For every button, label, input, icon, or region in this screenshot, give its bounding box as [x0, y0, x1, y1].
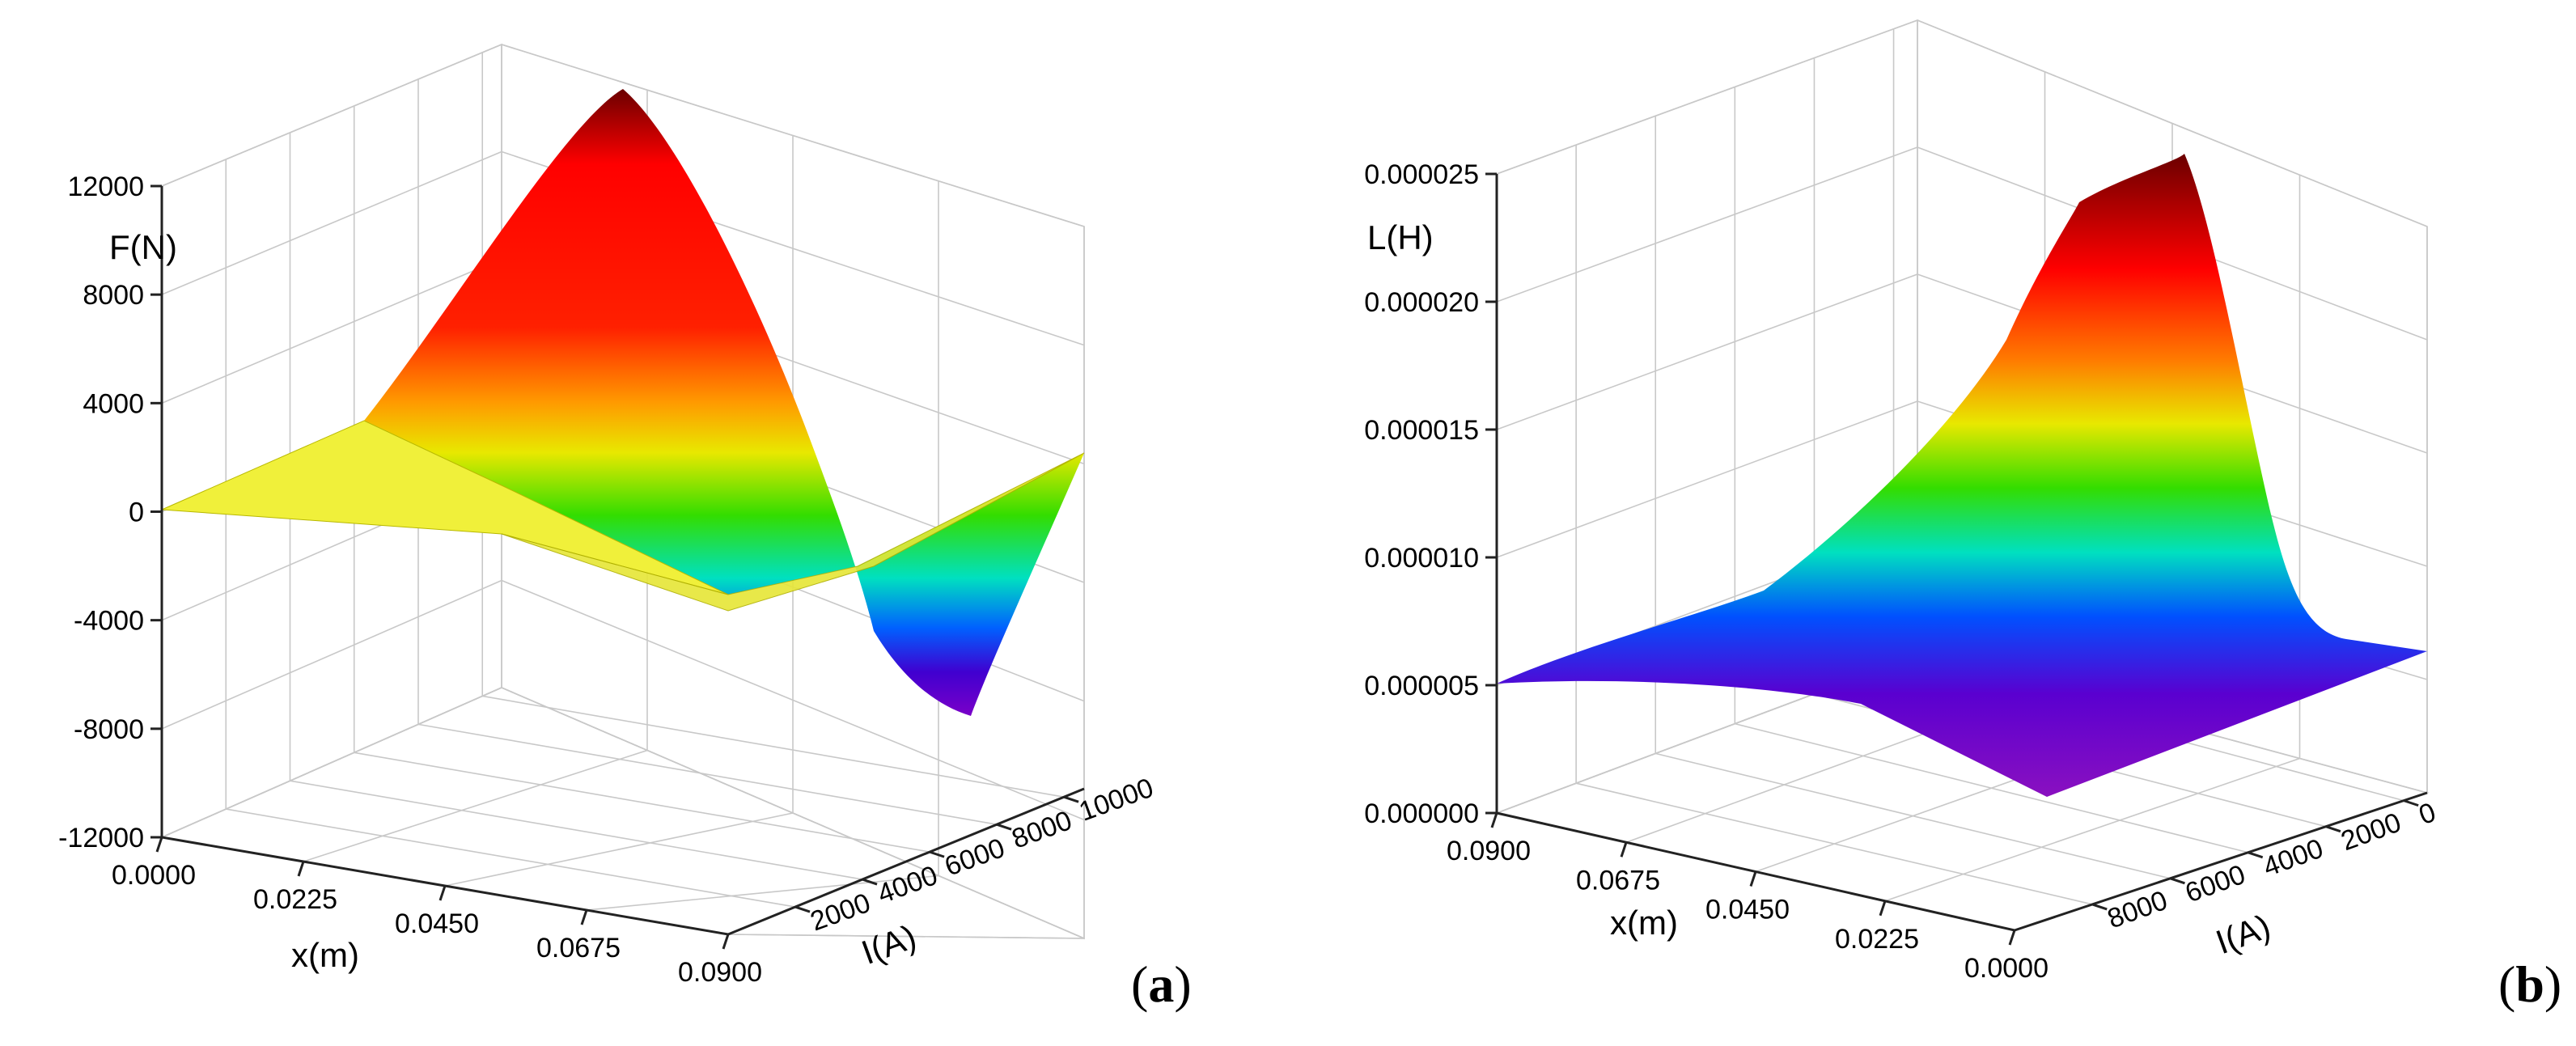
- panel-b-y-tick-mark: [2091, 903, 2108, 911]
- panel-b-z-tick-label: 0.000025: [1364, 159, 1479, 190]
- panel-b-x-tick-label: 0.0000: [1964, 953, 2049, 984]
- panel-a-x-label: x(m): [291, 936, 359, 974]
- panel-b-z-grid-line: [1496, 146, 2428, 341]
- panel-b-x-grid-line: [1884, 175, 2301, 902]
- panel-b: 0.000025 0.000020 0.000015 0.000010 0.000005…: [1364, 19, 2561, 1013]
- panel-a-x-tick-mark: [580, 909, 588, 925]
- panel-a-x-tick-label: 0.0450: [395, 908, 479, 939]
- panel-b-x-tick-label: 0.0900: [1447, 836, 1531, 866]
- panel-b-x-tick-mark: [1879, 900, 1887, 917]
- panel-a-z-label: F(N): [109, 228, 177, 266]
- panel-a-y-tick-label: 10000: [1075, 773, 1158, 828]
- panel-b-z-tick-label: 0.000000: [1364, 798, 1479, 829]
- panel-b-z-tick-label: 0.000005: [1364, 671, 1479, 701]
- panel-a-x-tick-label: 0.0675: [536, 933, 621, 963]
- panel-a-y-tick-label: 6000: [941, 832, 1009, 883]
- panel-b-x-tick-label: 0.0675: [1576, 865, 1660, 896]
- panel-b-surface: [1497, 154, 2427, 797]
- panel-b-y-tick-label: 4000: [2259, 833, 2327, 883]
- panel-b-z-tick-label: 0.000010: [1364, 543, 1479, 574]
- panel-b-y-tick-label: 2000: [2337, 807, 2405, 858]
- panel-a-x-tick-label: 0.0225: [253, 884, 337, 915]
- panel-a-y-grid-line: [417, 78, 998, 825]
- panel-a-y-tick-label: 4000: [874, 860, 942, 910]
- panel-b-y-tick-mark: [2169, 877, 2185, 885]
- panel-b-x-label: x(m): [1610, 904, 1678, 942]
- panel-b-z-tick-label: 0.000015: [1364, 415, 1479, 446]
- panel-b-y-tick-label: 0: [2415, 797, 2440, 831]
- panel-a-z-tick-label: 4000: [83, 388, 144, 419]
- panel-b-x-tick-mark: [1490, 812, 1498, 828]
- panel-a-x-tick-mark: [439, 885, 447, 901]
- panel-a-y-tick-mark: [862, 878, 878, 886]
- panel-a-y-tick-mark: [996, 823, 1012, 831]
- panel-b-z-tick-label: 0.000020: [1364, 287, 1479, 318]
- panel-a-x-tick-mark: [722, 934, 730, 950]
- panel-a-grid-lines: [161, 44, 1085, 939]
- panel-b-y-tick-mark: [2325, 825, 2341, 833]
- panel-b-z-label: L(H): [1367, 218, 1434, 256]
- panel-a-y-grid-line: [353, 105, 930, 853]
- panel-a-x-grid-line: [586, 180, 939, 911]
- panel-b-y-tick-label: 8000: [2104, 885, 2171, 935]
- panel-a-x-tick-mark: [297, 861, 305, 877]
- panel-a-y-tick-mark: [1063, 795, 1079, 803]
- panel-a-surface: [161, 89, 1085, 716]
- panel-a-y-tick-label: 2000: [807, 887, 875, 938]
- panel-b-x-tick-mark: [2008, 930, 2016, 946]
- panel-b-y-tick-mark: [2248, 851, 2264, 859]
- panel-b-label: (b): [2498, 955, 2561, 1013]
- panel-b-x-tick-label: 0.0225: [1835, 924, 1919, 955]
- panel-b-y-tick-label: 6000: [2181, 859, 2249, 909]
- panel-a-z-tick-label: 0: [129, 498, 144, 528]
- panel-a-label: (a): [1131, 955, 1192, 1013]
- panel-b-x-tick-mark: [1749, 871, 1757, 887]
- panel-a-z-tick-label: -12000: [58, 823, 144, 853]
- panel-a: 12000 8000 4000 0 -4000 -8000 -12000 0.0000 0.02…: [58, 43, 1192, 1013]
- panel-b-y-grid-line: [1575, 145, 2093, 905]
- panel-a-z-tick-label: -4000: [74, 606, 144, 637]
- panel-a-y-tick-mark: [794, 905, 811, 913]
- panel-a-z-tick-label: -8000: [74, 714, 144, 745]
- panel-b-z-grid-line: [1496, 19, 2428, 227]
- panel-b-x-tick-label: 0.0450: [1705, 895, 1790, 925]
- panel-a-x-grid-line: [727, 227, 1085, 939]
- panel-a-y-tick-label: 8000: [1008, 805, 1076, 855]
- panel-b-y-label: I(A): [2211, 907, 2276, 961]
- panel-a-y-tick-mark: [929, 850, 945, 858]
- panel-a-z-tick-label: 12000: [67, 172, 144, 202]
- panel-a-y-grid-line: [225, 159, 796, 908]
- panel-a-y-grid-line: [289, 132, 863, 880]
- panel-a-z-tick-label: 8000: [83, 280, 144, 311]
- panel-b-x-tick-mark: [1620, 841, 1628, 858]
- panel-b-y-tick-mark: [2403, 799, 2419, 807]
- panel-a-x-tick-mark: [155, 836, 163, 853]
- panel-a-x-tick-label: 0.0900: [678, 957, 762, 988]
- panel-a-x-tick-label: 0.0000: [112, 860, 196, 891]
- panel-b-y-grid-line: [1734, 87, 2248, 853]
- panel-b-y-grid-line: [1654, 116, 2171, 879]
- panel-a-y-label: I(A): [857, 917, 922, 972]
- panel-a-x-grid-line: [444, 135, 794, 887]
